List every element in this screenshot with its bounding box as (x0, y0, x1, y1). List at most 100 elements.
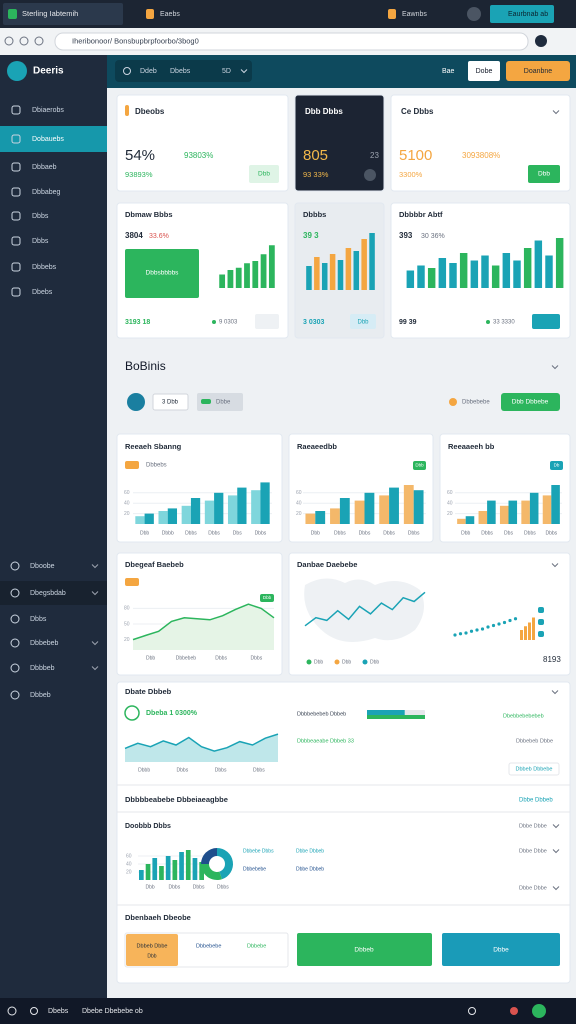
nav-item[interactable]: Dboobe (30, 563, 55, 570)
chip-label[interactable]: 3 Dbb (162, 400, 179, 406)
nav-button[interactable] (19, 36, 29, 46)
bar (513, 260, 521, 288)
link[interactable]: Dbbeb Dbbebe (515, 766, 552, 772)
icon (388, 9, 396, 19)
url-field[interactable] (54, 32, 529, 51)
search-box[interactable] (115, 60, 252, 82)
filter-label[interactable]: Dbbe (216, 400, 231, 406)
card-title: Dbegeaf Baebeb (125, 560, 184, 569)
action-button[interactable] (501, 393, 560, 411)
tray-icon[interactable] (468, 1007, 476, 1015)
chevron[interactable] (91, 666, 99, 671)
tray-icon[interactable] (510, 1007, 518, 1015)
action-button[interactable] (442, 933, 560, 966)
nav-button[interactable] (34, 36, 44, 46)
nav-item[interactable]: Dbbaeb (32, 164, 57, 171)
search[interactable]: Ddeb (140, 68, 157, 75)
task-icon[interactable] (30, 1007, 38, 1015)
option[interactable]: Dbbe Dbbe (519, 823, 547, 829)
kpi-title: Dbeobs (135, 107, 165, 116)
nav-item[interactable]: Dobauebs (32, 136, 64, 143)
chevron[interactable] (552, 849, 560, 854)
card-title: Reeaeh Sbanng (125, 442, 182, 451)
y-tick-label: 20 (124, 637, 130, 643)
nav-item[interactable]: Dbbebeb (30, 640, 59, 647)
bar (523, 248, 532, 288)
nav-item[interactable]: Dbebs (32, 289, 53, 296)
filter[interactable] (197, 393, 243, 411)
bar (339, 498, 350, 524)
bar (528, 622, 531, 640)
option[interactable]: Dbbe Dbbe (519, 848, 547, 854)
bar (478, 511, 488, 524)
chevron[interactable] (551, 563, 559, 568)
action-button[interactable] (297, 933, 432, 966)
legend-label: Dbb (314, 659, 323, 665)
chevron[interactable] (91, 564, 99, 569)
kpi-icon (124, 705, 140, 721)
profile-button[interactable] (490, 5, 554, 23)
bar (499, 505, 509, 524)
nav-item[interactable]: Dbbs (32, 238, 49, 245)
chevron[interactable] (240, 69, 248, 74)
tab-title[interactable]: Sterling Iabtemih (22, 9, 78, 18)
note-icon (126, 934, 178, 966)
tab-title[interactable]: Eaebs (160, 11, 180, 18)
kpi-value: 5100 (399, 147, 432, 164)
taskbar-item[interactable]: Dbebs (48, 1008, 69, 1015)
link-button[interactable] (532, 314, 560, 329)
chevron[interactable] (91, 591, 99, 596)
kpi-button[interactable] (528, 165, 560, 183)
link[interactable]: Dbbe Dbbeb (519, 798, 553, 804)
header-action[interactable]: Bae (442, 68, 455, 75)
kpi-button[interactable] (249, 165, 279, 183)
header-button[interactable] (468, 61, 500, 81)
nav-icon (11, 287, 21, 297)
nav-item[interactable]: Dbegsbdab (30, 590, 66, 597)
link-button[interactable] (350, 314, 376, 329)
card-title: Dbate Dbbeb (125, 687, 172, 696)
nav-item[interactable]: Dbbs (32, 213, 49, 220)
filter-icon[interactable] (127, 393, 145, 411)
kpi-button-label[interactable]: Dbb (538, 171, 550, 178)
link-box[interactable] (508, 762, 560, 776)
chevron[interactable] (551, 690, 559, 695)
chevron[interactable] (552, 886, 560, 891)
bar (345, 248, 352, 290)
action-label[interactable]: Dbb Dbbebe (512, 399, 549, 406)
nav-item[interactable]: Dbbbeb (30, 665, 55, 672)
badge (550, 461, 563, 470)
start-button[interactable] (7, 1006, 17, 1016)
chip[interactable] (152, 393, 189, 411)
option[interactable]: Dbbe Dbbe (519, 885, 547, 891)
profile[interactable]: Eaurbnab ab (508, 11, 548, 18)
primary-button-label[interactable]: Doanbne (524, 68, 553, 75)
nav-item[interactable]: Dbbebs (32, 264, 57, 271)
chevron[interactable] (551, 365, 559, 370)
brand-logo (7, 61, 27, 81)
nav-item[interactable]: Dbbeb (30, 692, 51, 699)
link: 33 3330 (493, 320, 515, 326)
nav-item[interactable]: Dbbs (30, 616, 47, 623)
chevron[interactable] (91, 641, 99, 646)
nav-item[interactable]: Dbiaerobs (32, 107, 64, 114)
avatar[interactable] (467, 7, 481, 21)
extension[interactable] (535, 35, 547, 47)
header-button-label[interactable]: Dobe (476, 68, 493, 75)
link[interactable]: Dbbebebe (462, 400, 490, 406)
chevron[interactable] (552, 824, 560, 829)
toggle[interactable] (255, 314, 279, 329)
chevron[interactable] (552, 110, 560, 115)
tab[interactable] (3, 3, 123, 25)
button-label[interactable]: Dbbe (493, 947, 509, 954)
x-tick-label: Dbb (146, 884, 155, 890)
nav-button[interactable] (4, 36, 14, 46)
nav-item[interactable]: Dbbabeg (32, 189, 61, 196)
tray-icon[interactable] (532, 1004, 546, 1018)
primary-button[interactable] (506, 61, 570, 81)
button-label[interactable]: Dbbeb (354, 947, 374, 954)
kpi-button-label[interactable]: Dbb (258, 171, 270, 178)
link[interactable]: Dbb (357, 320, 369, 326)
legend-label: Dbbebebe (243, 866, 266, 872)
dot (458, 632, 463, 636)
